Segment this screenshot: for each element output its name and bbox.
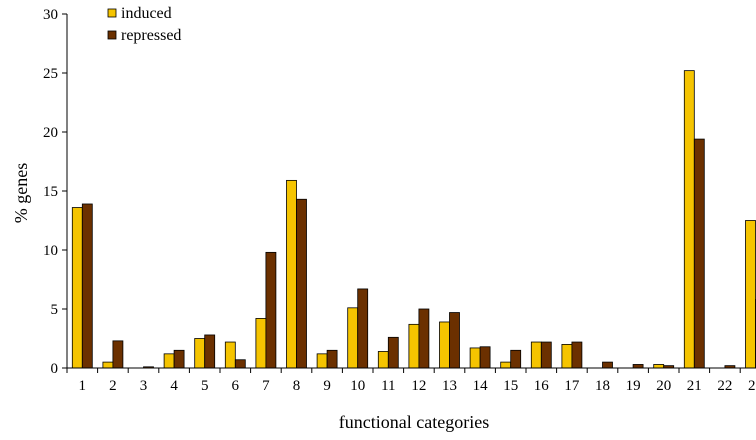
bar-induced-9 bbox=[317, 354, 327, 368]
bar-induced-5 bbox=[195, 339, 205, 369]
x-tick-label: 23 bbox=[748, 378, 756, 394]
bar-repressed-8 bbox=[297, 199, 307, 368]
bar-repressed-15 bbox=[511, 350, 521, 368]
bar-induced-17 bbox=[562, 344, 572, 368]
bar-repressed-17 bbox=[572, 342, 582, 368]
bar-induced-8 bbox=[287, 180, 297, 368]
x-tick-label: 17 bbox=[564, 378, 580, 394]
bar-induced-11 bbox=[378, 351, 388, 368]
x-tick-label: 1 bbox=[79, 378, 87, 394]
bar-induced-10 bbox=[348, 308, 358, 368]
x-tick-label: 5 bbox=[201, 378, 209, 394]
y-tick-label: 30 bbox=[43, 7, 58, 23]
x-tick-label: 13 bbox=[442, 378, 457, 394]
bar-induced-12 bbox=[409, 324, 419, 368]
bar-repressed-6 bbox=[235, 360, 245, 368]
legend: induced repressed bbox=[108, 5, 181, 44]
x-tick-label: 12 bbox=[411, 378, 426, 394]
x-tick-label: 10 bbox=[350, 378, 365, 394]
y-tick-label: 10 bbox=[43, 243, 58, 259]
bar-induced-13 bbox=[440, 322, 450, 368]
bar-repressed-14 bbox=[480, 347, 490, 368]
x-tick-label: 8 bbox=[293, 378, 301, 394]
bar-induced-20 bbox=[654, 364, 664, 368]
bar-repressed-12 bbox=[419, 309, 429, 368]
x-tick-label: 11 bbox=[381, 378, 395, 394]
bar-induced-21 bbox=[684, 71, 694, 368]
x-tick-label: 18 bbox=[595, 378, 610, 394]
bar-repressed-4 bbox=[174, 350, 184, 368]
bar-induced-23 bbox=[746, 221, 756, 369]
x-tick-label: 9 bbox=[323, 378, 331, 394]
bar-induced-16 bbox=[531, 342, 541, 368]
axes-layer bbox=[67, 14, 756, 368]
x-tick-label: 3 bbox=[140, 378, 148, 394]
y-tick-label: 0 bbox=[51, 361, 59, 377]
x-tick-label: 22 bbox=[717, 378, 732, 394]
x-tick-label: 21 bbox=[687, 378, 702, 394]
bar-repressed-5 bbox=[205, 335, 215, 368]
bar-induced-4 bbox=[164, 354, 174, 368]
x-tick-label: 16 bbox=[534, 378, 550, 394]
x-tick-label: 19 bbox=[626, 378, 641, 394]
legend-label-induced: induced bbox=[121, 5, 172, 22]
legend-swatch-repressed bbox=[108, 31, 116, 39]
y-tick-label: 5 bbox=[51, 302, 59, 318]
x-tick-label: 20 bbox=[656, 378, 671, 394]
bar-repressed-16 bbox=[541, 342, 551, 368]
bar-repressed-21 bbox=[694, 139, 704, 368]
legend-swatch-induced bbox=[108, 9, 116, 17]
y-axis-title: % genes bbox=[11, 163, 31, 223]
x-tick-label: 15 bbox=[503, 378, 518, 394]
bar-induced-1 bbox=[72, 208, 82, 368]
bar-repressed-18 bbox=[603, 362, 613, 368]
y-tick-label: 20 bbox=[43, 125, 58, 141]
bar-induced-15 bbox=[501, 362, 511, 368]
bar-repressed-11 bbox=[388, 337, 398, 368]
y-tick-label: 25 bbox=[43, 66, 58, 82]
bar-repressed-13 bbox=[450, 313, 460, 368]
bar-repressed-19 bbox=[633, 364, 643, 368]
bar-induced-6 bbox=[225, 342, 235, 368]
y-tick-label: 15 bbox=[43, 184, 58, 200]
x-axis-title: functional categories bbox=[339, 412, 489, 432]
bar-induced-2 bbox=[103, 362, 113, 368]
x-tick-label: 14 bbox=[473, 378, 489, 394]
bar-repressed-7 bbox=[266, 252, 276, 368]
bar-repressed-1 bbox=[82, 204, 92, 368]
x-tick-label: 2 bbox=[109, 378, 117, 394]
bar-induced-14 bbox=[470, 348, 480, 368]
bar-repressed-9 bbox=[327, 350, 337, 368]
bar-repressed-2 bbox=[113, 341, 123, 368]
legend-label-repressed: repressed bbox=[121, 27, 181, 44]
x-tick-label: 6 bbox=[232, 378, 240, 394]
x-tick-label: 4 bbox=[170, 378, 178, 394]
x-tick-label: 7 bbox=[262, 378, 270, 394]
bar-repressed-10 bbox=[358, 289, 368, 368]
bar-induced-7 bbox=[256, 318, 266, 368]
bars-layer bbox=[72, 71, 756, 368]
